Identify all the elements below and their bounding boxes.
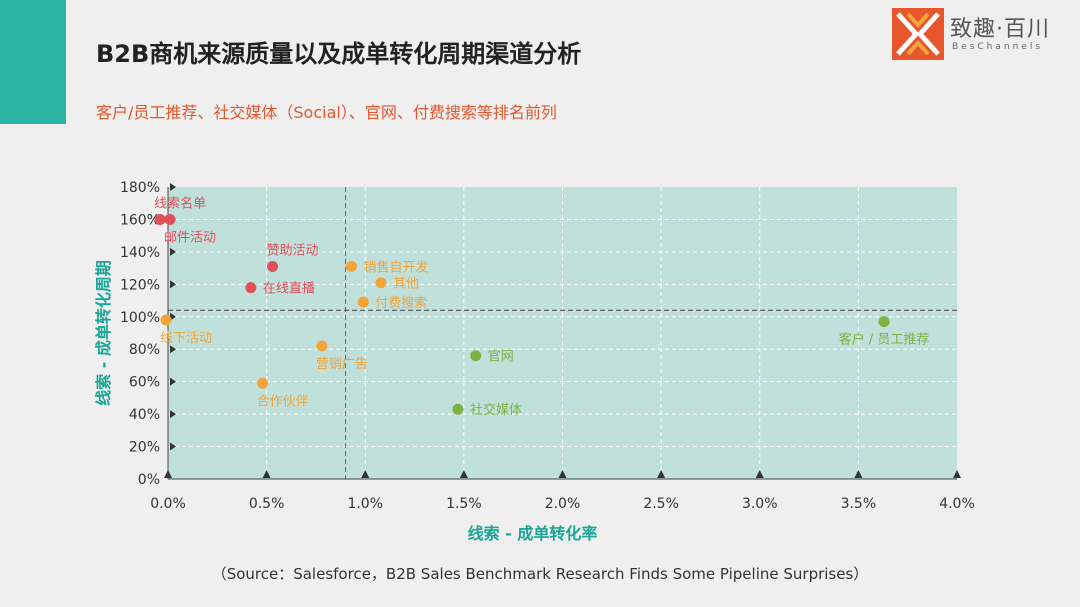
plot-area [168, 187, 957, 479]
data-point-label: 官网 [488, 349, 514, 365]
data-point-label: 客户 / 员工推荐 [839, 332, 930, 348]
scatter-chart: 0% 20% 40% 60% 80% 100% 120% 140% 160% 180% 0.0% 0.… [94, 180, 975, 543]
y-tick-marker [170, 410, 176, 419]
x-tick-label: 4.0% [939, 496, 975, 512]
data-point [375, 277, 387, 289]
data-point-label: 付费搜索 [375, 296, 427, 311]
y-tick-label: 160% [120, 212, 160, 228]
data-point [470, 350, 482, 362]
y-tick-marker [170, 345, 176, 354]
data-point-label: 社交媒体 [470, 402, 522, 418]
x-tick-label: 3.0% [742, 496, 778, 512]
data-point [160, 314, 172, 326]
source-citation: （Source：Salesforce，B2B Sales Benchmark R… [211, 565, 869, 583]
data-point [316, 340, 328, 352]
data-point-label: 其他 [393, 277, 419, 292]
x-tick-label: 1.5% [446, 496, 482, 512]
data-point-label: 营销广告 [316, 357, 368, 372]
brand-logo: 致趣·百川 BesChannels [892, 8, 1072, 60]
x-tick-label: 0.0% [150, 496, 186, 512]
data-point [345, 260, 357, 272]
data-point [267, 260, 279, 272]
x-tick-marker [459, 470, 468, 478]
y-tick-label: 100% [120, 310, 160, 326]
y-axis-title: 线索 - 成单转化周期 [94, 260, 113, 406]
data-point [452, 403, 464, 415]
y-tick-label: 80% [129, 342, 160, 358]
page-title: B2B商机来源质量以及成单转化周期渠道分析 [96, 40, 582, 68]
data-point-label: 销售自开发 [363, 259, 428, 275]
data-point-label: 在线直播 [263, 282, 315, 297]
page-subtitle: 客户/员工推荐、社交媒体（Social）、官网、付费搜索等排名前列 [96, 103, 557, 122]
brand-subtitle: BesChannels [952, 42, 1044, 52]
x-axis-title: 线索 - 成单转化率 [468, 524, 598, 543]
y-tick-label: 20% [129, 440, 160, 456]
x-tick-marker [361, 470, 370, 478]
y-tick-marker [170, 442, 176, 451]
x-tick-label: 1.0% [347, 496, 383, 512]
y-tick-label: 40% [129, 407, 160, 423]
data-point-label: 合作伙伴 [257, 394, 309, 409]
x-tick-marker [262, 470, 271, 478]
data-point [357, 296, 369, 308]
y-tick-label: 60% [129, 375, 160, 391]
y-tick-label: 0% [138, 472, 160, 488]
x-tick-marker [657, 470, 666, 478]
data-point [257, 377, 269, 389]
x-tick-marker [854, 470, 863, 478]
x-tick-label: 2.5% [643, 496, 679, 512]
x-tick-marker [558, 470, 567, 478]
x-tick-label: 3.5% [841, 496, 877, 512]
x-tick-label: 0.5% [249, 496, 285, 512]
x-tick-label: 2.0% [545, 496, 581, 512]
y-tick-marker [170, 183, 176, 191]
y-tick-marker [170, 247, 176, 256]
data-point-label: 赞助活动 [267, 243, 319, 258]
data-point-label: 线索名单 [154, 195, 206, 211]
x-tick-marker [164, 470, 172, 478]
data-point [154, 213, 166, 225]
data-point-label: 邮件活动 [164, 230, 216, 245]
brand-name: 致趣·百川 [950, 17, 1050, 42]
x-tick-marker [953, 470, 961, 478]
data-point [878, 316, 890, 328]
y-tick-label: 120% [120, 277, 160, 293]
y-tick-marker [170, 377, 176, 386]
brand-logo-icon [892, 8, 944, 60]
x-tick-marker [755, 470, 764, 478]
y-tick-marker [170, 312, 176, 321]
data-point [245, 282, 257, 294]
data-point-label: 线下活动 [160, 331, 212, 346]
y-tick-label: 140% [120, 245, 160, 261]
y-tick-label: 180% [120, 180, 160, 196]
y-tick-marker [170, 280, 176, 289]
accent-bar [0, 0, 66, 124]
data-point [164, 213, 176, 225]
